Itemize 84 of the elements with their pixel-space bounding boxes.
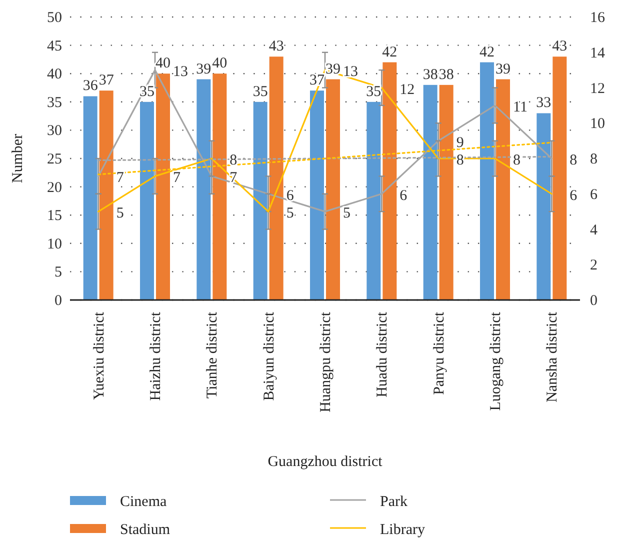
bar [269,56,284,300]
x-tick-label: Huangpu district [318,311,334,412]
x-tick-label: Panyu district [431,311,448,395]
x-tick-label: Yuexiu district [91,311,108,400]
data-label: 40 [156,56,170,72]
bar [480,62,494,300]
data-label: 13 [343,64,358,80]
y-tick-label: 35 [47,94,62,111]
x-tick-label: Baiyun district [261,311,278,401]
data-label: 5 [286,206,294,222]
bar [140,102,154,300]
bar [423,84,438,300]
y2-tick-label: 14 [590,45,606,62]
data-label: 36 [82,78,98,94]
y2-tick-label: 6 [590,186,598,203]
y-tick-label: 0 [54,293,62,309]
data-label: 39 [496,61,510,78]
y-tick-label: 40 [47,66,62,83]
y-tick-label: 10 [47,236,62,252]
data-label: 42 [382,44,398,60]
y-tick-label: 20 [47,180,62,196]
data-label: 6 [400,188,408,204]
bar [212,74,227,300]
x-tick-label: Huadu district [374,311,391,398]
data-label: 42 [480,44,494,60]
bar [326,79,340,300]
data-label: 7 [173,170,181,186]
legend-label: Library [380,522,426,538]
data-label: 6 [570,188,578,204]
data-label: 37 [98,72,114,89]
data-label: 35 [252,84,268,100]
data-label: 11 [513,99,528,116]
bar [253,102,268,300]
bar [536,113,551,300]
bar [496,79,510,300]
data-label: 38 [438,66,454,83]
y2-tick-label: 2 [590,258,598,274]
bar [156,74,170,300]
data-label: 9 [456,134,464,151]
x-tick-label: Tianhe district [204,311,221,399]
data-label: 40 [212,56,228,72]
y2-tick-label: 8 [590,152,598,168]
y-tick-label: 25 [47,152,62,168]
x-tick-label: Nansha district [544,311,561,402]
data-label: 43 [552,38,568,55]
data-label: 35 [366,84,382,100]
y2-tick-label: 10 [590,116,605,132]
data-label: 5 [343,206,350,222]
data-label: 7 [116,170,124,186]
data-label: 12 [400,82,415,98]
bar [83,96,98,300]
y-tick-label: 45 [47,38,62,54]
bar [552,56,567,300]
data-label: 38 [422,66,438,83]
data-label: 43 [268,38,284,55]
bar [439,84,454,300]
x-axis-title: Guangzhou district [268,454,384,470]
y-axis-title: Number [10,134,26,184]
data-label: 8 [570,152,578,168]
y2-tick-label: 4 [590,222,598,238]
bar [196,79,211,300]
y2-tick-label: 12 [590,80,605,97]
y-tick-label: 5 [54,264,62,281]
y-tick-label: 15 [47,208,62,224]
y2-tick-label: 0 [590,293,598,309]
data-label: 35 [140,84,154,100]
data-label: 39 [196,61,212,78]
x-tick-label: Luogang district [488,311,504,411]
data-label: 6 [286,188,294,204]
x-tick-label: Haizhu district [148,311,164,401]
data-label: 8 [513,152,520,168]
data-label: 33 [536,95,552,112]
y-tick-label: 30 [47,123,62,140]
data-label: 5 [116,206,124,222]
y2-tick-label: 16 [590,10,606,26]
y-tick-label: 50 [47,10,62,26]
bar [99,90,114,300]
legend-label: Park [380,494,408,510]
bar [310,90,324,300]
bar [366,102,381,300]
legend-label: Cinema [120,494,167,510]
bar [382,62,397,300]
data-label: 13 [173,64,188,80]
legend-label: Stadium [120,522,170,538]
